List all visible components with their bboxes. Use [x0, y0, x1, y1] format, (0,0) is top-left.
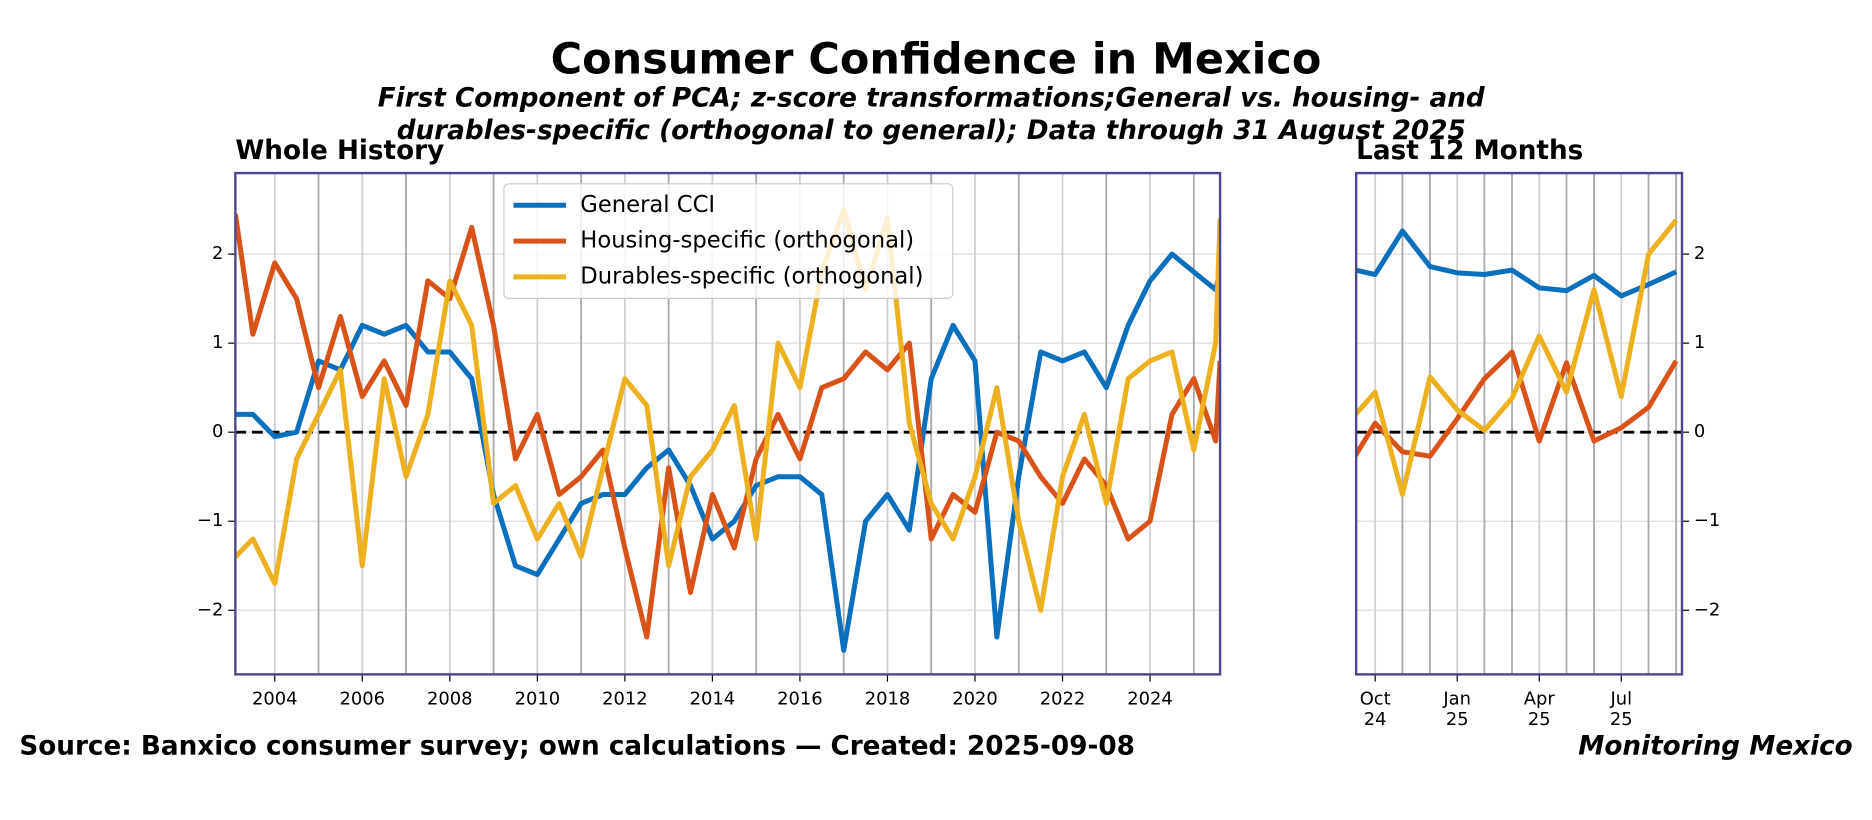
credit: Monitoring Mexico: [1578, 732, 1852, 762]
x-tick-label: 2004: [252, 688, 298, 709]
x-tick-label: 2012: [602, 688, 648, 709]
plot-area: [235, 207, 1221, 653]
y-tick-label: −2: [197, 599, 223, 620]
series-line: [235, 213, 1221, 640]
panel-title: Last 12 Months: [1356, 136, 1583, 166]
x-tick-label: 2018: [865, 688, 911, 709]
series-line: [235, 251, 1221, 653]
x-tick-label: 2006: [340, 688, 386, 709]
y-tick-label: 0: [1694, 421, 1705, 442]
series-line: [1356, 228, 1678, 299]
subtitle: durables-specific (orthogonal to general…: [397, 116, 1466, 146]
x-tick-label: Jan 25: [1442, 688, 1471, 730]
x-tick-label: 2024: [1127, 688, 1173, 709]
subtitle: First Component of PCA; z-score transfor…: [378, 84, 1486, 114]
title: Consumer Confidence in Mexico: [551, 35, 1322, 85]
source: Source: Banxico consumer survey; own cal…: [19, 732, 1135, 762]
y-tick-label: 2: [1694, 243, 1705, 264]
x-tick-label: 2008: [427, 688, 473, 709]
plot-frame: [1354, 171, 1684, 676]
y-tick-label: 1: [212, 332, 223, 353]
x-tick-label: 2014: [690, 688, 736, 709]
y-tick-label: 1: [1694, 332, 1705, 353]
y-tick-label: −1: [197, 510, 223, 531]
x-tick-label: Oct 24: [1360, 688, 1391, 730]
x-tick-label: 2020: [952, 688, 998, 709]
legend-label: General CCI: [580, 192, 715, 218]
plot-frame: [234, 171, 1222, 676]
legend-label: Housing-specific (orthogonal): [580, 228, 914, 254]
x-tick-label: Jul 25: [1609, 688, 1632, 730]
y-tick-label: 2: [212, 243, 223, 264]
x-tick-label: Apr 25: [1524, 688, 1556, 730]
series-line: [1356, 349, 1679, 460]
y-tick-label: −2: [1694, 599, 1720, 620]
y-tick-label: 0: [212, 421, 223, 442]
panel-title: Whole History: [235, 136, 444, 166]
x-tick-label: 2010: [515, 688, 561, 709]
y-tick-label: −1: [1694, 510, 1720, 531]
series-line: [1356, 218, 1679, 498]
x-tick-label: 2016: [777, 688, 823, 709]
series-line: [235, 207, 1221, 613]
legend-box: [503, 183, 954, 299]
x-tick-label: 2022: [1040, 688, 1086, 709]
plot-area: [1356, 218, 1679, 498]
legend-label: Durables-specific (orthogonal): [580, 263, 923, 289]
